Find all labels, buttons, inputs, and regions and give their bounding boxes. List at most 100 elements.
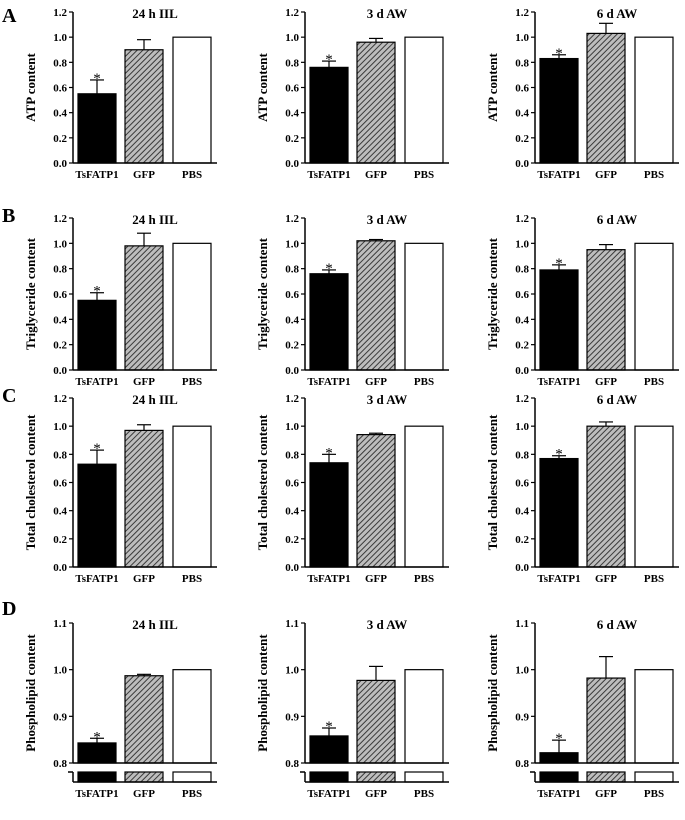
chart-10-bar-stub-0 [309,771,349,783]
chart-2-ytick-label-1: 0.2 [515,133,529,145]
chart-7-ytick-label-4: 0.8 [285,449,299,461]
chart-5-sig-0: * [555,256,563,272]
chart-7-xtick-label-1: GFP [365,573,387,585]
chart-11-title: 6 d AW [597,617,637,632]
chart-0-ytick-label-0: 0.0 [53,158,67,170]
chart-9-title: 24 h IIL [132,617,178,632]
chart-7-xtick-label-0: TsFATP1 [307,573,350,585]
chart-11-ytick-label-3: 1.1 [515,618,529,630]
chart-11-bar-stub-2 [634,771,674,783]
chart-3-ytick-label-0: 0.0 [53,365,67,377]
chart-7-bar-1 [356,434,396,568]
chart-11-bar-2 [634,669,674,764]
chart-2-ylabel: ATP content [485,52,500,121]
chart-3-bar-2 [172,242,212,371]
chart-7-ytick-label-1: 0.2 [285,534,299,546]
chart-3-ytick-label-4: 0.8 [53,264,67,276]
chart-8-ytick-label-0: 0.0 [515,562,529,574]
chart-5-xtick-label-2: PBS [644,376,664,388]
chart-10-xtick-label-0: TsFATP1 [307,788,350,800]
chart-1-xtick-label-2: PBS [414,169,434,181]
chart-7-bar-0 [309,462,349,568]
chart-4-ytick-label-3: 0.6 [285,289,299,301]
chart-5-ytick-label-3: 0.6 [515,289,529,301]
chart-1-ytick-label-4: 0.8 [285,57,299,69]
chart-11-ytick-label-0: 0.8 [515,758,529,770]
chart-8-ylabel: Total cholesterol content [485,414,500,550]
chart-4-title: 3 d AW [367,212,407,227]
chart-0-xtick-label-1: GFP [133,169,155,181]
chart-9-bar-stub-2 [172,771,212,783]
chart-3-ytick-label-2: 0.4 [53,314,67,326]
chart-10-ylabel: Phospholipid content [255,634,270,752]
chart-8-bar-1 [586,425,626,568]
chart-3-ytick-label-5: 1.0 [53,238,67,250]
chart-6-ytick-label-3: 0.6 [53,478,67,490]
chart-0-ytick-label-4: 0.8 [53,57,67,69]
chart-8-ytick-label-6: 1.2 [515,393,529,405]
chart-1-ytick-label-1: 0.2 [285,133,299,145]
chart-6-ytick-label-4: 0.8 [53,449,67,461]
chart-1-xtick-label-1: GFP [365,169,387,181]
panel-label-d: D [2,598,16,620]
chart-10-bar-2 [404,669,444,764]
chart-9-ytick-label-1: 0.9 [53,711,67,723]
chart-11-xtick-label-1: GFP [595,788,617,800]
chart-7-sig-0: * [325,445,333,461]
chart-8-bar-0 [539,457,579,568]
chart-4-ylabel: Triglyceride content [255,237,270,350]
chart-9-ytick-label-0: 0.8 [53,758,67,770]
chart-6-ytick-label-5: 1.0 [53,421,67,433]
chart-10-ytick-label-0: 0.8 [285,758,299,770]
chart-9-ylabel: Phospholipid content [23,634,38,752]
chart-2-bar-0 [539,57,579,164]
chart-4-ytick-label-4: 0.8 [285,264,299,276]
chart-5-ytick-label-2: 0.4 [515,314,529,326]
chart-6-ytick-label-1: 0.2 [53,534,67,546]
chart-4-bar-1 [356,240,396,371]
chart-4-bar-2 [404,242,444,371]
chart-4-ytick-label-0: 0.0 [285,365,299,377]
chart-5-ytick-label-4: 0.8 [515,264,529,276]
chart-7-ytick-label-5: 1.0 [285,421,299,433]
chart-1-bar-0 [309,66,349,164]
chart-7-ytick-label-0: 0.0 [285,562,299,574]
chart-3-bar-0 [77,299,117,371]
chart-2-sig-0: * [555,46,563,62]
chart-1-bar-1 [356,41,396,164]
chart-4-bar-0 [309,273,349,371]
chart-8-xtick-label-0: TsFATP1 [537,573,580,585]
chart-1-xtick-label-0: TsFATP1 [307,169,350,181]
chart-11-bar-stub-0 [539,771,579,783]
chart-2-ytick-label-3: 0.6 [515,83,529,95]
chart-3-ylabel: Triglyceride content [23,237,38,350]
chart-4-xtick-label-0: TsFATP1 [307,376,350,388]
chart-2-xtick-label-2: PBS [644,169,664,181]
chart-5-bar-0 [539,269,579,371]
chart-9-xtick-label-1: GFP [133,788,155,800]
chart-9-bar-stub-1 [124,771,164,783]
chart-6-bar-1 [124,429,164,568]
chart-4-ytick-label-5: 1.0 [285,238,299,250]
chart-9-xtick-label-0: TsFATP1 [75,788,118,800]
chart-8-ytick-label-5: 1.0 [515,421,529,433]
chart-8-xtick-label-1: GFP [595,573,617,585]
chart-4-ytick-label-6: 1.2 [285,213,299,225]
chart-3-xtick-label-0: TsFATP1 [75,376,118,388]
chart-10-xtick-label-1: GFP [365,788,387,800]
chart-10-bar-0 [309,735,349,764]
chart-0-bar-1 [124,49,164,164]
chart-9-bar-0 [77,742,117,764]
chart-11-bar-stub-1 [586,771,626,783]
chart-5-ytick-label-1: 0.2 [515,340,529,352]
chart-0-xtick-label-2: PBS [182,169,202,181]
chart-6-xtick-label-2: PBS [182,573,202,585]
chart-7-xtick-label-2: PBS [414,573,434,585]
chart-8-title: 6 d AW [597,392,637,407]
chart-5-xtick-label-0: TsFATP1 [537,376,580,388]
chart-0-title: 24 h IIL [132,6,178,21]
chart-4-xtick-label-2: PBS [414,376,434,388]
chart-6-ylabel: Total cholesterol content [23,414,38,550]
chart-9-ytick-label-2: 1.0 [53,665,67,677]
chart-8-sig-0: * [555,447,563,463]
